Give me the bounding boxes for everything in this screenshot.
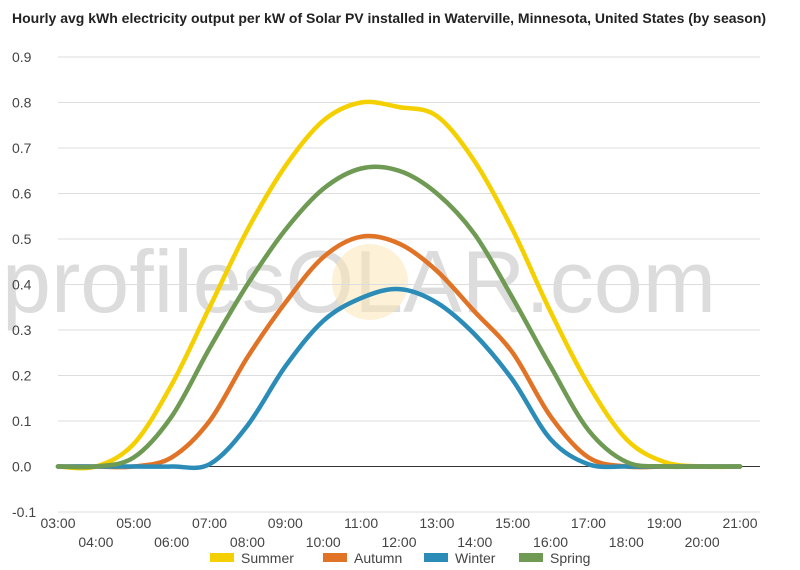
y-tick-label: 0.9	[12, 49, 32, 65]
x-tick-label: 11:00	[344, 515, 378, 531]
series-lines	[55, 99, 743, 471]
y-tick-label: 0.3	[12, 322, 32, 338]
series-line-summer	[55, 99, 743, 471]
legend: Summer Autumn Winter Spring	[210, 550, 590, 566]
x-tick-label: 15:00	[495, 515, 530, 531]
legend-swatch-summer	[210, 553, 234, 562]
x-tick-label: 19:00	[647, 515, 682, 531]
x-axis: 03:0004:0005:0006:0007:0008:0009:0010:00…	[40, 515, 757, 550]
x-tick-label: 14:00	[457, 534, 492, 550]
x-tick-label: 13:00	[419, 515, 454, 531]
series-line-winter	[55, 286, 743, 471]
x-tick-label: 10:00	[306, 534, 341, 550]
legend-swatch-spring	[519, 553, 543, 562]
legend-label-winter: Winter	[455, 550, 496, 566]
x-tick-label: 05:00	[116, 515, 151, 531]
y-tick-label: 0.1	[12, 413, 32, 429]
y-tick-label: 0.4	[12, 277, 32, 293]
x-tick-label: 17:00	[571, 515, 606, 531]
y-tick-label: 0.8	[12, 95, 32, 111]
legend-label-autumn: Autumn	[354, 550, 402, 566]
legend-label-summer: Summer	[241, 550, 294, 566]
x-tick-label: 20:00	[685, 534, 720, 550]
x-tick-label: 18:00	[609, 534, 644, 550]
y-tick-label: 0.7	[12, 140, 32, 156]
series-line-spring	[55, 164, 743, 470]
x-tick-label: 21:00	[722, 515, 757, 531]
x-tick-label: 09:00	[268, 515, 303, 531]
legend-label-spring: Spring	[550, 550, 590, 566]
y-tick-label: 0.2	[12, 368, 32, 384]
grid-lines	[58, 56, 760, 513]
y-tick-label: 0.0	[12, 459, 32, 475]
legend-swatch-winter	[424, 553, 448, 562]
x-tick-label: 16:00	[533, 534, 568, 550]
y-tick-label: -0.1	[12, 504, 36, 520]
y-axis: -0.1 0.0 0.1 0.2 0.3 0.4 0.5 0.6 0.7 0.8 0.9	[12, 49, 36, 520]
x-tick-label: 06:00	[154, 534, 189, 550]
y-tick-label: 0.5	[12, 231, 32, 247]
x-tick-label: 07:00	[192, 515, 227, 531]
x-tick-label: 12:00	[381, 534, 416, 550]
x-tick-label: 08:00	[230, 534, 265, 550]
x-tick-label: 04:00	[78, 534, 113, 550]
chart-title: Hourly avg kWh electricity output per kW…	[12, 10, 767, 26]
legend-swatch-autumn	[323, 553, 347, 562]
x-tick-label: 03:00	[40, 515, 75, 531]
y-tick-label: 0.6	[12, 186, 32, 202]
